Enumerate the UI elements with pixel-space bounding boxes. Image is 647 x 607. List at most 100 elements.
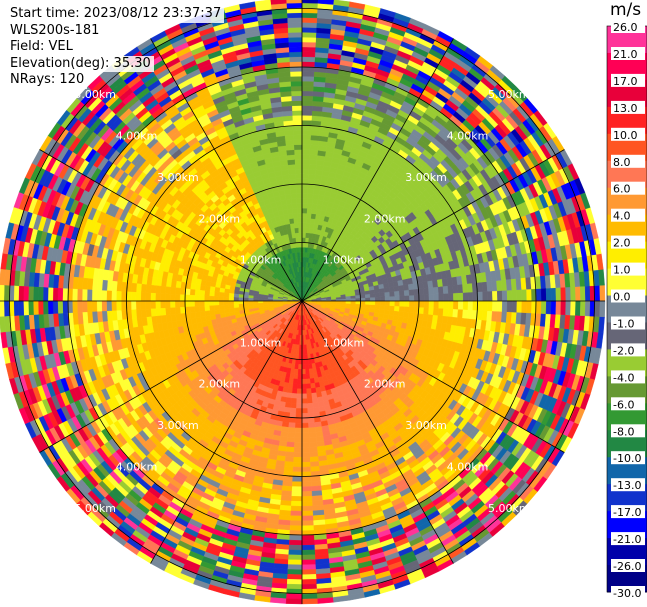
velocity-gate bbox=[306, 208, 312, 214]
velocity-gate bbox=[289, 61, 303, 67]
velocity-gate bbox=[150, 292, 156, 302]
velocity-gate bbox=[305, 227, 310, 234]
velocity-gate bbox=[301, 105, 313, 111]
velocity-gate bbox=[560, 286, 567, 302]
velocity-gate bbox=[290, 193, 297, 200]
velocity-gate bbox=[365, 297, 371, 302]
velocity-gate bbox=[301, 129, 312, 136]
velocity-gate bbox=[204, 300, 210, 307]
velocity-gate bbox=[76, 300, 83, 314]
velocity-gate bbox=[301, 95, 313, 102]
velocity-gate bbox=[0, 300, 5, 318]
velocity-gate bbox=[247, 297, 254, 302]
velocity-gate bbox=[309, 149, 319, 156]
velocity-gate bbox=[238, 297, 244, 302]
velocity-gate bbox=[308, 159, 318, 166]
velocity-gate bbox=[486, 280, 493, 292]
velocity-gate bbox=[199, 284, 206, 292]
velocity-gate bbox=[301, 2, 318, 9]
velocity-gate bbox=[301, 212, 307, 219]
velocity-gate bbox=[370, 296, 376, 302]
velocity-gate bbox=[130, 309, 137, 320]
velocity-gate bbox=[62, 300, 68, 314]
velocity-gate bbox=[428, 293, 435, 302]
velocity-gate bbox=[120, 300, 127, 311]
velocity-gate bbox=[218, 304, 225, 310]
velocity-gate bbox=[388, 286, 395, 293]
velocity-gate bbox=[301, 178, 309, 185]
velocity-gate bbox=[292, 115, 303, 121]
velocity-gate bbox=[286, 154, 295, 161]
velocity-gate bbox=[116, 291, 122, 302]
velocity-gate bbox=[309, 218, 316, 225]
velocity-gate bbox=[135, 283, 142, 293]
velocity-gate bbox=[291, 100, 303, 107]
velocity-gate bbox=[223, 292, 230, 298]
velocity-gate bbox=[555, 287, 562, 302]
velocity-gate bbox=[18, 300, 25, 317]
velocity-gate bbox=[130, 300, 137, 311]
velocity-gate bbox=[164, 293, 171, 302]
velocity-gate bbox=[423, 294, 430, 302]
velocity-gate bbox=[418, 287, 425, 296]
velocity-gate bbox=[150, 308, 157, 318]
velocity-gate bbox=[286, 12, 303, 19]
velocity-gate bbox=[301, 217, 307, 224]
velocity-gate bbox=[442, 285, 449, 294]
velocity-gate bbox=[189, 300, 195, 308]
velocity-gate bbox=[91, 300, 98, 313]
velocity-gate bbox=[394, 295, 400, 302]
velocity-gate bbox=[135, 309, 142, 319]
velocity-gate bbox=[179, 306, 186, 315]
velocity-gate bbox=[310, 129, 321, 136]
velocity-gate bbox=[199, 295, 205, 302]
velocity-gate bbox=[310, 208, 317, 215]
velocity-gate bbox=[208, 300, 215, 307]
velocity-gate bbox=[233, 300, 239, 305]
velocity-gate bbox=[301, 119, 312, 126]
velocity-gate bbox=[306, 203, 313, 209]
velocity-gate bbox=[310, 213, 317, 220]
velocity-gate bbox=[374, 296, 381, 302]
velocity-gate bbox=[204, 285, 211, 292]
velocity-gate bbox=[301, 149, 311, 155]
velocity-gate bbox=[169, 286, 176, 295]
velocity-gate bbox=[462, 283, 469, 293]
velocity-gate bbox=[307, 178, 316, 185]
velocity-gate bbox=[13, 285, 20, 302]
velocity-gate bbox=[297, 227, 303, 233]
velocity-gate bbox=[301, 154, 310, 160]
velocity-gate bbox=[467, 291, 474, 302]
velocity-gate bbox=[290, 85, 303, 92]
velocity-gate bbox=[3, 285, 10, 302]
velocity-gate bbox=[111, 300, 117, 312]
velocity-gate bbox=[81, 300, 88, 313]
velocity-gate bbox=[301, 222, 307, 229]
velocity-gate bbox=[194, 306, 201, 313]
velocity-gate bbox=[287, 36, 303, 43]
velocity-gate bbox=[3, 300, 10, 317]
velocity-gate bbox=[301, 198, 308, 204]
velocity-gate bbox=[301, 31, 317, 38]
velocity-gate bbox=[204, 305, 210, 312]
velocity-gate bbox=[306, 198, 313, 205]
velocity-gate bbox=[174, 307, 181, 315]
velocity-gate bbox=[301, 159, 310, 165]
velocity-gate bbox=[304, 247, 308, 253]
velocity-gate bbox=[214, 286, 221, 293]
velocity-gate bbox=[301, 168, 310, 175]
velocity-gate bbox=[305, 232, 310, 239]
velocity-gate bbox=[307, 188, 314, 195]
velocity-gate bbox=[384, 291, 391, 297]
velocity-gate bbox=[292, 212, 298, 219]
velocity-gate bbox=[398, 284, 405, 292]
velocity-gate bbox=[598, 269, 605, 286]
velocity-gate bbox=[96, 300, 103, 312]
velocity-gate bbox=[101, 300, 108, 312]
velocity-gate bbox=[290, 90, 303, 97]
velocity-gate bbox=[293, 144, 303, 150]
velocity-gate bbox=[301, 75, 315, 82]
velocity-gate bbox=[296, 198, 303, 204]
velocity-gate bbox=[204, 295, 210, 302]
